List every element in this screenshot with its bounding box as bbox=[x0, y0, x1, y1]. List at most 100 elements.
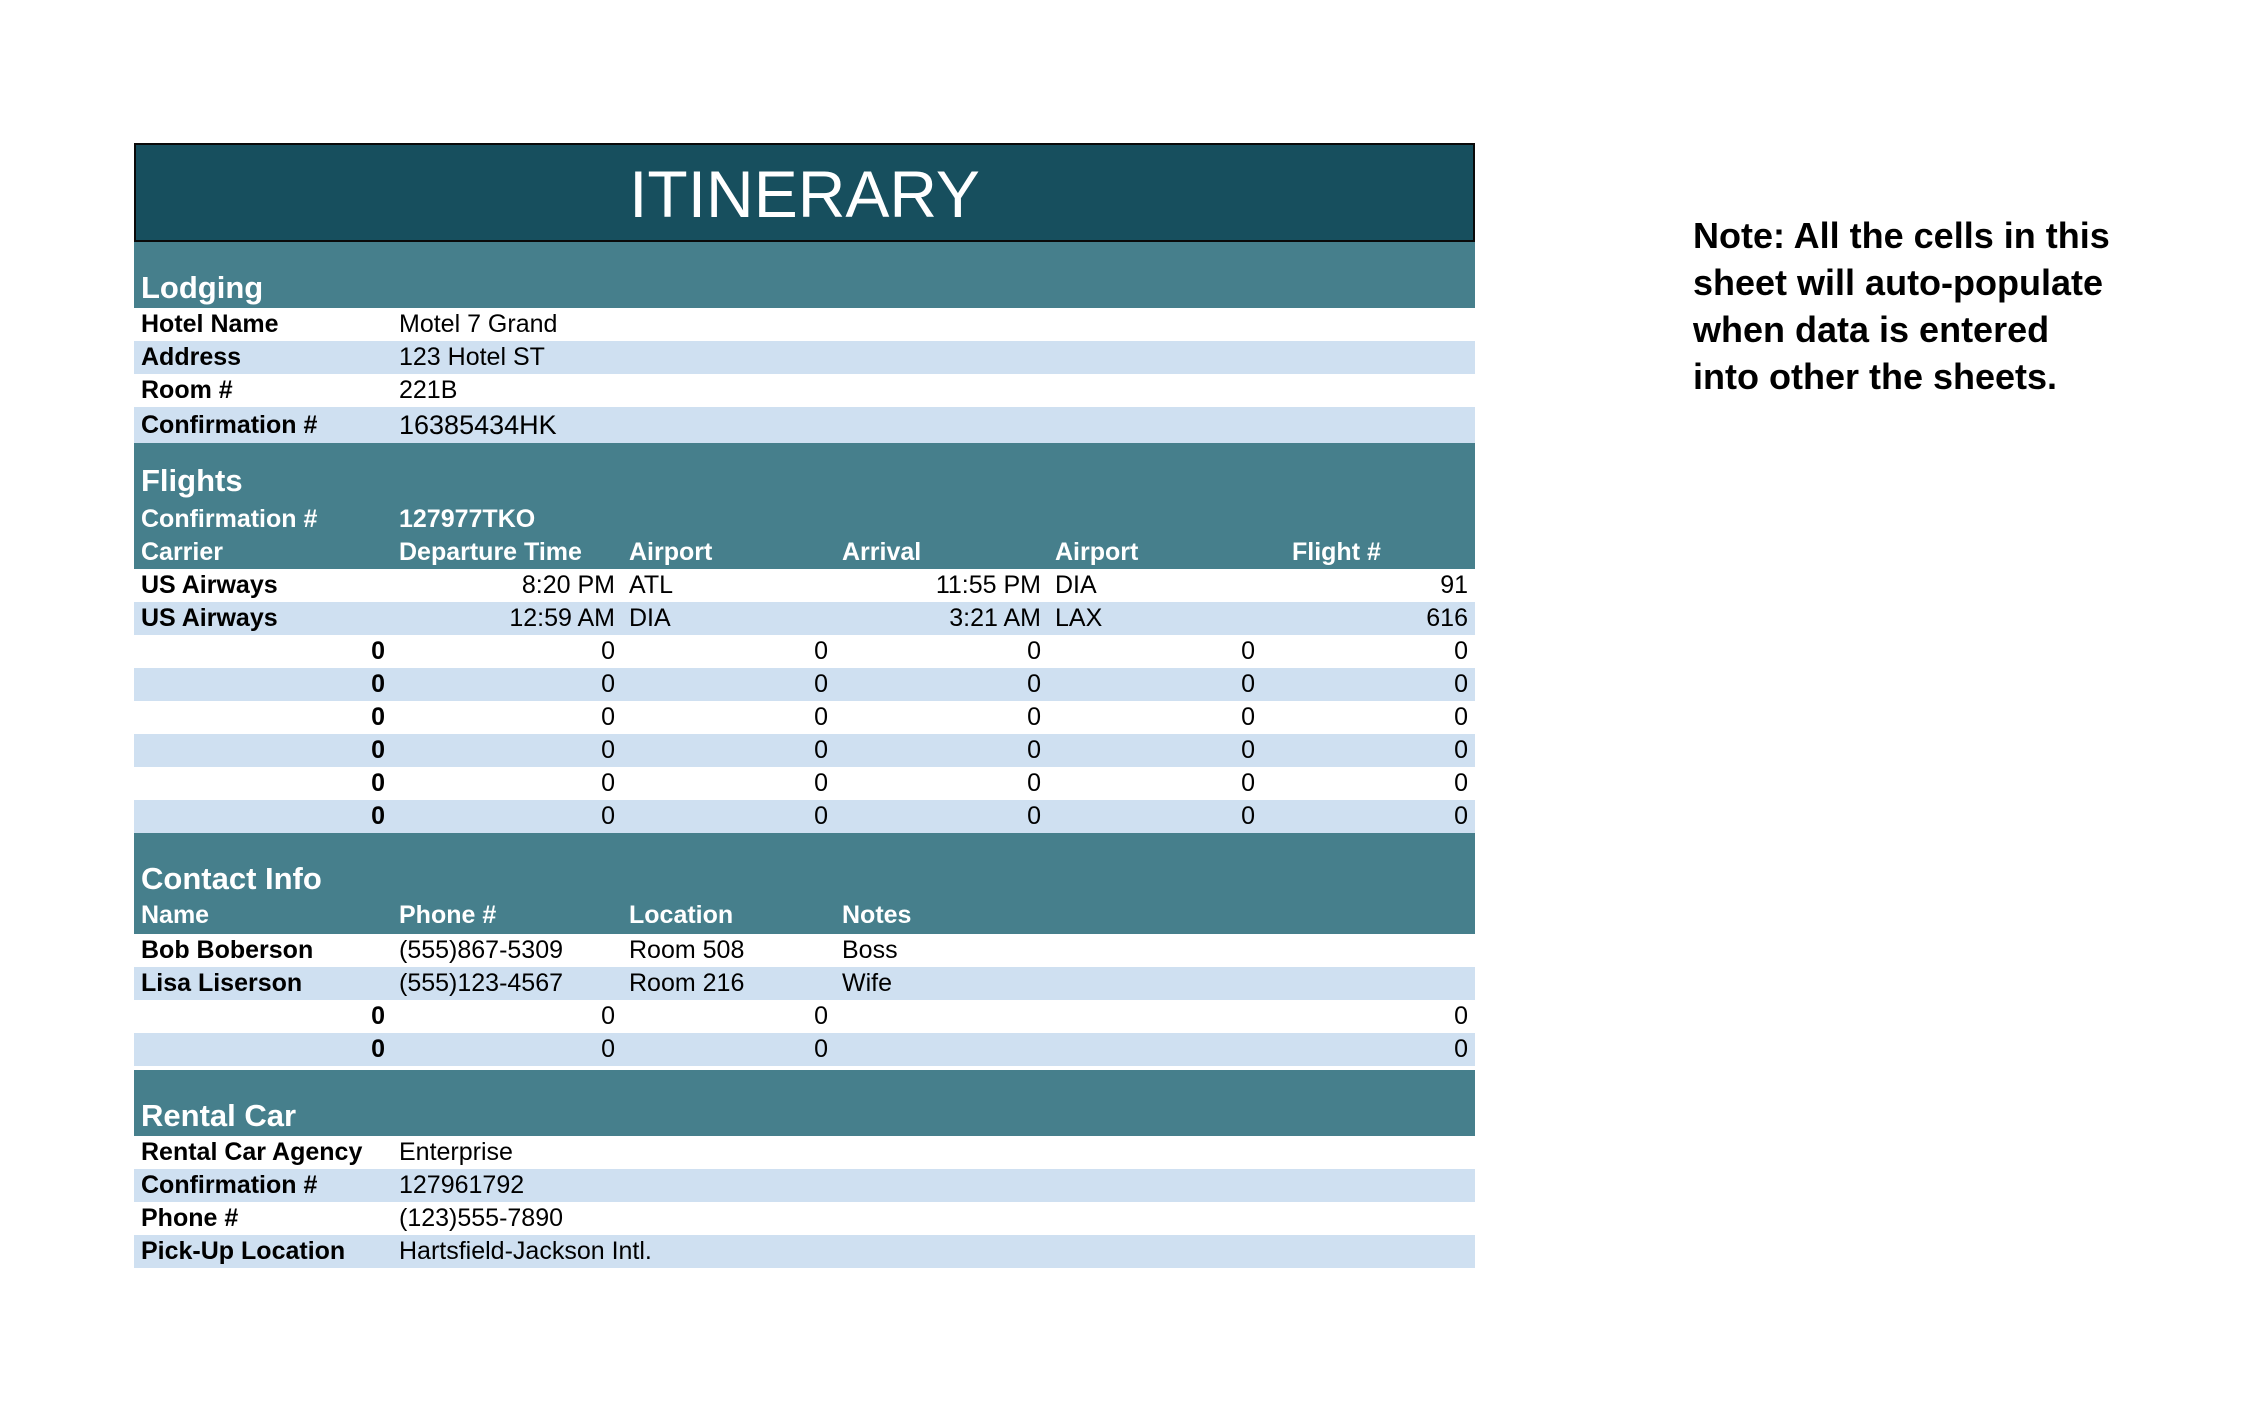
flights-confirmation-value[interactable]: 127977TKO bbox=[399, 505, 536, 533]
flight-cell[interactable]: 0 bbox=[1027, 769, 1041, 797]
airport-cell[interactable]: ATL bbox=[629, 571, 673, 599]
contact-cell[interactable]: Room 216 bbox=[629, 969, 745, 997]
contact-cell[interactable] bbox=[1048, 934, 1475, 967]
flight-cell[interactable]: 0 bbox=[814, 703, 828, 731]
flight-cell[interactable]: 0 bbox=[371, 703, 385, 731]
contact-cell[interactable]: Room 508 bbox=[629, 936, 745, 964]
flight-cell[interactable]: 0 bbox=[601, 802, 615, 830]
flight-cell[interactable]: 0 bbox=[371, 736, 385, 764]
lodging-value[interactable]: 123 Hotel ST bbox=[399, 343, 545, 371]
lodging-label[interactable]: Room # bbox=[141, 376, 233, 404]
carrier-cell[interactable]: US Airways bbox=[141, 571, 278, 599]
arrival-cell[interactable]: 11:55 PM bbox=[935, 571, 1041, 599]
contact-cell[interactable]: (555)123-4567 bbox=[399, 969, 564, 997]
contact-cell[interactable] bbox=[835, 1000, 1048, 1033]
carrier-cell[interactable]: US Airways bbox=[141, 604, 278, 632]
flights-confirmation-label[interactable]: Confirmation # bbox=[141, 505, 318, 533]
lodging-label[interactable]: Confirmation # bbox=[141, 411, 318, 439]
column-header[interactable]: Name bbox=[141, 901, 210, 929]
rental-label[interactable]: Pick-Up Location bbox=[141, 1237, 346, 1265]
rental-value[interactable]: (123)555-7890 bbox=[399, 1204, 564, 1232]
page-title[interactable]: ITINERARY bbox=[134, 143, 1475, 242]
flights-heading[interactable]: Flights bbox=[141, 463, 243, 498]
flight-cell[interactable]: 0 bbox=[1027, 736, 1041, 764]
rental-value[interactable]: 127961792 bbox=[399, 1171, 525, 1199]
lodging-label[interactable]: Hotel Name bbox=[141, 310, 279, 338]
lodging-value[interactable]: 16385434HK bbox=[399, 410, 557, 440]
contact-cell[interactable]: 0 bbox=[814, 1035, 828, 1063]
column-header[interactable]: Airport bbox=[1055, 538, 1139, 566]
flight-cell[interactable]: 0 bbox=[601, 637, 615, 665]
flight-cell[interactable]: 0 bbox=[601, 670, 615, 698]
contact-cell[interactable]: 0 bbox=[371, 1035, 385, 1063]
column-header[interactable]: Notes bbox=[842, 901, 912, 929]
flight-cell[interactable]: 0 bbox=[371, 670, 385, 698]
flight-cell[interactable]: 0 bbox=[371, 637, 385, 665]
flight-cell[interactable]: 0 bbox=[1454, 769, 1468, 797]
flight-cell[interactable]: 0 bbox=[1241, 769, 1255, 797]
contact-cell[interactable]: 0 bbox=[814, 1002, 828, 1030]
contact-cell[interactable]: 0 bbox=[1454, 1002, 1468, 1030]
lodging-value[interactable]: Motel 7 Grand bbox=[399, 310, 558, 338]
rental-label[interactable]: Confirmation # bbox=[141, 1171, 318, 1199]
flight-cell[interactable]: 0 bbox=[1027, 670, 1041, 698]
contact-cell[interactable]: 0 bbox=[1454, 1035, 1468, 1063]
departure-cell[interactable]: 12:59 AM bbox=[509, 604, 615, 632]
column-header[interactable]: Arrival bbox=[842, 538, 922, 566]
column-header[interactable]: Location bbox=[629, 901, 734, 929]
flight-cell[interactable]: 0 bbox=[601, 703, 615, 731]
flight-cell[interactable]: 0 bbox=[814, 637, 828, 665]
contact-heading[interactable]: Contact Info bbox=[141, 861, 322, 896]
flight-cell[interactable]: 0 bbox=[1241, 802, 1255, 830]
flight-cell[interactable]: 0 bbox=[814, 670, 828, 698]
column-header[interactable]: Airport bbox=[629, 538, 713, 566]
column-header[interactable]: Departure Time bbox=[399, 538, 582, 566]
airport-cell[interactable]: DIA bbox=[629, 604, 671, 632]
flight-cell[interactable]: 0 bbox=[814, 736, 828, 764]
rental-value[interactable]: Hartsfield-Jackson Intl. bbox=[399, 1237, 652, 1265]
lodging-label[interactable]: Address bbox=[141, 343, 242, 371]
lodging-heading[interactable]: Lodging bbox=[141, 270, 264, 305]
flight-cell[interactable]: 0 bbox=[814, 769, 828, 797]
flight-cell[interactable]: 0 bbox=[1241, 670, 1255, 698]
contact-cell[interactable]: Boss bbox=[842, 936, 898, 964]
arrival-cell[interactable]: 3:21 AM bbox=[949, 604, 1041, 632]
lodging-value[interactable]: 221B bbox=[399, 376, 458, 404]
flight-cell[interactable]: 0 bbox=[814, 802, 828, 830]
contact-cell[interactable] bbox=[835, 1033, 1048, 1066]
flight-cell[interactable]: 0 bbox=[1241, 703, 1255, 731]
column-header[interactable]: Flight # bbox=[1292, 538, 1381, 566]
rental-label[interactable]: Rental Car Agency bbox=[141, 1138, 363, 1166]
column-header[interactable]: Phone # bbox=[399, 901, 497, 929]
flight-cell[interactable]: 0 bbox=[1027, 802, 1041, 830]
flight-cell[interactable]: 0 bbox=[1454, 736, 1468, 764]
contact-cell[interactable]: Wife bbox=[842, 969, 892, 997]
flight-cell[interactable]: 0 bbox=[1454, 802, 1468, 830]
flight-number-cell[interactable]: 616 bbox=[1426, 604, 1468, 632]
flight-cell[interactable]: 0 bbox=[1454, 703, 1468, 731]
flight-cell[interactable]: 0 bbox=[1241, 637, 1255, 665]
airport-cell[interactable]: DIA bbox=[1055, 571, 1097, 599]
contact-cell[interactable] bbox=[1048, 967, 1475, 1000]
column-header[interactable]: Carrier bbox=[141, 538, 223, 566]
contact-cell[interactable]: 0 bbox=[601, 1035, 615, 1063]
rental-value[interactable]: Enterprise bbox=[399, 1138, 513, 1166]
flight-cell[interactable]: 0 bbox=[1241, 736, 1255, 764]
airport-cell[interactable]: LAX bbox=[1055, 604, 1103, 632]
rental-label[interactable]: Phone # bbox=[141, 1204, 239, 1232]
contact-cell[interactable]: 0 bbox=[371, 1002, 385, 1030]
flight-number-cell[interactable]: 91 bbox=[1440, 571, 1468, 599]
flight-cell[interactable]: 0 bbox=[371, 769, 385, 797]
flight-cell[interactable]: 0 bbox=[1027, 703, 1041, 731]
flight-cell[interactable]: 0 bbox=[1454, 670, 1468, 698]
contact-cell[interactable]: Bob Boberson bbox=[141, 936, 314, 964]
flight-cell[interactable]: 0 bbox=[1454, 637, 1468, 665]
flight-cell[interactable]: 0 bbox=[371, 802, 385, 830]
flight-cell[interactable]: 0 bbox=[601, 736, 615, 764]
contact-cell[interactable]: (555)867-5309 bbox=[399, 936, 564, 964]
flight-cell[interactable]: 0 bbox=[1027, 637, 1041, 665]
rental-heading[interactable]: Rental Car bbox=[141, 1098, 297, 1133]
contact-cell[interactable]: 0 bbox=[601, 1002, 615, 1030]
departure-cell[interactable]: 8:20 PM bbox=[521, 571, 615, 599]
flight-cell[interactable]: 0 bbox=[601, 769, 615, 797]
